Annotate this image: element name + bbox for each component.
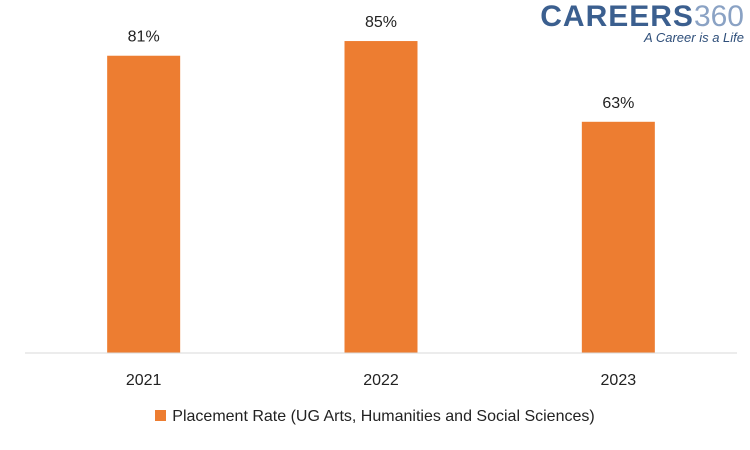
logo-wordmark: CAREERS360 (540, 2, 744, 32)
data-label-2023: 63% (602, 95, 634, 112)
logo-word: CAREERS (540, 0, 694, 33)
bar-2023 (581, 121, 655, 353)
data-label-2022: 85% (365, 14, 397, 31)
x-tick-label-2021: 2021 (126, 372, 162, 389)
x-tick-label-2022: 2022 (363, 372, 399, 389)
bar-2021 (107, 55, 181, 353)
legend-label: Placement Rate (UG Arts, Humanities and … (172, 408, 595, 425)
bar-2022 (344, 41, 418, 354)
logo-number: 360 (693, 0, 744, 33)
careers360-logo: CAREERS360 A Career is a Life (540, 2, 744, 45)
legend-swatch (155, 410, 167, 422)
logo-tagline: A Career is a Life (644, 30, 744, 45)
data-label-2021: 81% (128, 29, 160, 46)
chart-legend: Placement Rate (UG Arts, Humanities and … (0, 408, 750, 426)
x-tick-label-2023: 2023 (601, 372, 637, 389)
